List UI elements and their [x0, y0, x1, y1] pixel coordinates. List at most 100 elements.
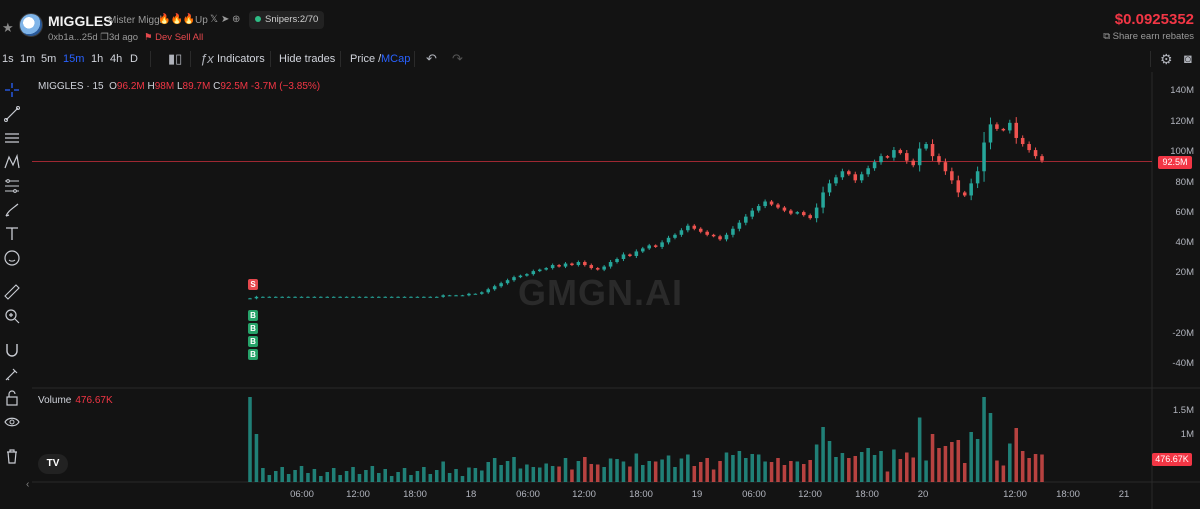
crosshair-icon[interactable] [3, 81, 21, 99]
volume-bar [428, 474, 433, 482]
volume-bar [286, 474, 291, 482]
share-rebates-link[interactable]: ⧉ Share earn rebates [1103, 31, 1194, 42]
candle-body [686, 225, 690, 231]
volume-bar [512, 457, 516, 482]
x-icon[interactable]: 𝕏 [210, 14, 219, 25]
trash-icon[interactable] [3, 447, 21, 465]
candle-body [261, 296, 265, 298]
volume-bar [525, 464, 529, 482]
timeframe-1m[interactable]: 1m [20, 53, 36, 65]
y-tick: 60M [1175, 207, 1194, 218]
volume-bar [718, 461, 722, 482]
candle-body [724, 234, 729, 240]
volume-bar [299, 466, 304, 482]
zoom-in-icon[interactable] [3, 307, 21, 325]
candle-body [769, 201, 774, 205]
eye-icon[interactable] [3, 413, 21, 431]
timeframe-4h[interactable]: 4h [110, 53, 123, 65]
favorite-star-icon[interactable]: ★ [2, 20, 14, 35]
website-icon[interactable]: ⊕ [232, 14, 241, 25]
volume-bar [383, 469, 387, 482]
hide-trades-button[interactable]: Hide trades [279, 53, 336, 65]
volume-bar [576, 461, 581, 482]
candle-body [628, 254, 632, 256]
buy-marker[interactable]: B [248, 323, 258, 334]
indicators-button[interactable]: Indicators [217, 53, 265, 65]
candle-body [389, 296, 394, 298]
candle-body [544, 268, 548, 270]
volume-bar [370, 466, 375, 482]
volume-bar [692, 466, 697, 482]
x-tick: 18:00 [629, 489, 653, 500]
buy-marker[interactable]: B [248, 349, 258, 360]
candle-body [299, 296, 304, 298]
vol-tick: 1M [1180, 429, 1194, 440]
screenshot-camera-icon[interactable]: ◙ [1184, 51, 1192, 66]
mcap-toggle[interactable]: MCap [381, 53, 411, 65]
candle-body [286, 296, 291, 298]
timeframe-1s[interactable]: 1s [2, 53, 14, 65]
candle-body [595, 268, 600, 270]
candle-body [364, 296, 368, 298]
toolbar-divider [414, 51, 415, 67]
telegram-icon[interactable]: ➤ [221, 14, 230, 25]
chart-canvas[interactable] [32, 72, 1200, 509]
indicators-icon[interactable]: ƒx [200, 51, 214, 66]
fib-retracement-icon[interactable] [3, 177, 21, 195]
text-icon[interactable] [3, 225, 21, 243]
volume-bar [563, 458, 568, 482]
magnet-icon[interactable] [3, 341, 21, 359]
trend-line-icon[interactable] [3, 105, 21, 123]
candle-body [718, 236, 722, 240]
candle-body [518, 275, 523, 278]
sell-marker[interactable]: S [248, 279, 258, 290]
candle-body [312, 296, 317, 298]
volume-bar [486, 462, 491, 482]
buy-marker[interactable]: B [248, 310, 258, 321]
volume-bar [917, 417, 922, 482]
undo-icon[interactable]: ↶ [426, 51, 437, 66]
candle-body [879, 156, 883, 163]
volume-bar [396, 472, 400, 482]
settings-gear-icon[interactable]: ⚙ [1160, 51, 1173, 67]
volume-bar [402, 468, 407, 482]
volume-bar [962, 463, 967, 482]
x-tick: 18:00 [1056, 489, 1080, 500]
volume-bar [756, 454, 761, 482]
candle-body [660, 242, 664, 247]
candle-type-icon[interactable]: ▮▯ [168, 51, 183, 66]
timeframe-15m[interactable]: 15m [63, 53, 85, 65]
token-address[interactable]: 0xb1a...25d ❐ [48, 32, 109, 43]
buy-marker[interactable]: B [248, 336, 258, 347]
lock-icon[interactable] [3, 389, 21, 407]
candle-body [505, 280, 510, 284]
brush-icon[interactable] [3, 201, 21, 219]
price-chart[interactable]: MIGGLES · 15 O96.2M H98M L89.7M C92.5M -… [32, 72, 1200, 509]
volume-bar [737, 451, 742, 482]
watermark: GMGN.AI [518, 272, 683, 313]
volume-bar [750, 454, 755, 482]
lock-drawing-icon[interactable] [3, 365, 21, 383]
horizontal-lines-icon[interactable] [3, 129, 21, 147]
pattern-icon[interactable] [3, 153, 21, 171]
candle-body [602, 266, 606, 270]
emoji-icon[interactable] [3, 249, 21, 267]
volume-bar [325, 472, 330, 482]
volume-bar [293, 470, 297, 482]
timeframe-5m[interactable]: 5m [41, 53, 57, 65]
candle-body [937, 156, 941, 163]
candle-body [1033, 150, 1038, 157]
ruler-icon[interactable] [3, 283, 21, 301]
tradingview-logo[interactable]: TV [38, 454, 68, 474]
volume-bar [853, 456, 858, 482]
collapse-panel-icon[interactable]: ‹ [26, 479, 30, 490]
timeframe-1h[interactable]: 1h [91, 53, 104, 65]
timeframe-d[interactable]: D [130, 53, 138, 65]
volume-bar [666, 455, 671, 482]
snipers-badge[interactable]: Snipers:2/70 [249, 11, 325, 29]
candle-body [1027, 144, 1031, 151]
price-toggle[interactable]: Price / [350, 53, 382, 65]
volume-bar [937, 448, 941, 482]
redo-icon[interactable]: ↷ [452, 51, 463, 66]
volume-bar [248, 397, 252, 482]
